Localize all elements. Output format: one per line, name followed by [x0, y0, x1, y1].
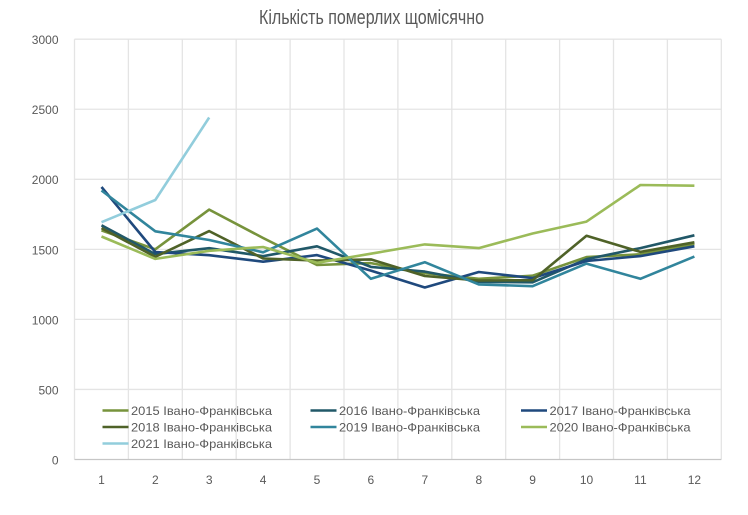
svg-text:2000: 2000	[32, 173, 59, 187]
svg-text:6: 6	[368, 473, 375, 487]
svg-text:1500: 1500	[32, 243, 59, 257]
svg-text:2017 Івано-Франківська: 2017 Івано-Франківська	[550, 404, 691, 418]
svg-text:11: 11	[634, 473, 647, 487]
svg-text:2021 Івано-Франківська: 2021 Івано-Франківська	[131, 437, 272, 451]
svg-text:2500: 2500	[32, 103, 59, 117]
svg-text:5: 5	[314, 473, 321, 487]
svg-text:2016 Івано-Франківська: 2016 Івано-Франківська	[339, 404, 480, 418]
svg-text:9: 9	[529, 473, 536, 487]
svg-text:7: 7	[421, 473, 428, 487]
svg-text:2: 2	[152, 473, 159, 487]
svg-text:3000: 3000	[32, 33, 59, 47]
svg-text:2019 Івано-Франківська: 2019 Івано-Франківська	[339, 420, 480, 434]
svg-text:2020 Івано-Франківська: 2020 Івано-Франківська	[550, 420, 691, 434]
svg-text:10: 10	[580, 473, 594, 487]
svg-text:3: 3	[206, 473, 213, 487]
svg-text:Кількість померлих щомісячно: Кількість померлих щомісячно	[259, 7, 484, 29]
svg-text:4: 4	[260, 473, 267, 487]
svg-text:2018 Івано-Франківська: 2018 Івано-Франківська	[131, 420, 272, 434]
svg-text:1: 1	[98, 473, 105, 487]
svg-text:1000: 1000	[32, 313, 59, 327]
svg-text:2015 Івано-Франківська: 2015 Івано-Франківська	[131, 404, 272, 418]
svg-text:8: 8	[475, 473, 482, 487]
svg-text:500: 500	[38, 383, 58, 397]
svg-text:12: 12	[688, 473, 702, 487]
svg-text:0: 0	[52, 453, 59, 467]
